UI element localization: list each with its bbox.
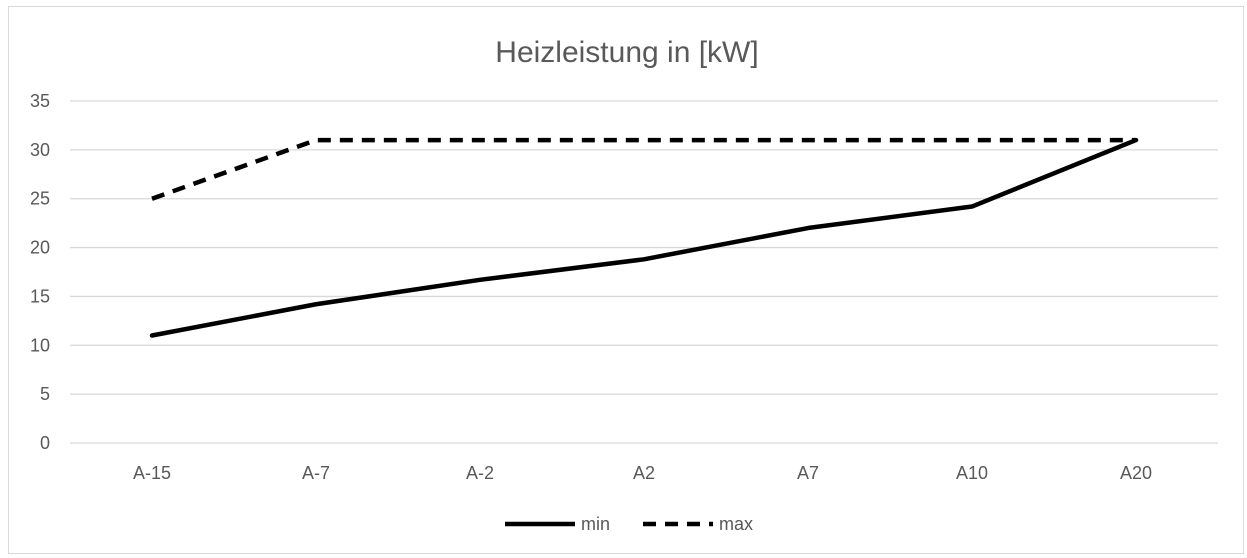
x-tick-label: A7 (797, 463, 819, 483)
x-tick-label: A2 (633, 463, 655, 483)
x-tick-label: A10 (956, 463, 988, 483)
y-tick-label: 30 (30, 140, 50, 160)
x-axis-ticks: A-15 A-7 A-2 A2 A7 A10 A20 (133, 463, 1152, 483)
x-tick-label: A-15 (133, 463, 171, 483)
x-tick-label: A20 (1120, 463, 1152, 483)
series-lines (149, 137, 1139, 338)
y-tick-label: 5 (40, 384, 50, 404)
x-tick-label: A-7 (302, 463, 330, 483)
series-line-min (149, 137, 1139, 338)
legend-label-max: max (719, 514, 753, 534)
y-tick-label: 15 (30, 286, 50, 306)
y-tick-label: 20 (30, 238, 50, 258)
series-line-max (151, 137, 1136, 201)
y-tick-label: 25 (30, 189, 50, 209)
chart-title: Heizleistung in [kW] (495, 36, 758, 69)
y-tick-label: 35 (30, 91, 50, 111)
x-tick-label: A-2 (466, 463, 494, 483)
gridlines (70, 100, 1218, 444)
legend-label-min: min (581, 514, 610, 534)
legend: min max (505, 514, 753, 534)
chart-area (8, 6, 1244, 554)
y-tick-label: 10 (30, 335, 50, 355)
y-axis-ticks: 0 5 10 15 20 25 30 35 (30, 91, 50, 453)
y-tick-label: 0 (40, 433, 50, 453)
